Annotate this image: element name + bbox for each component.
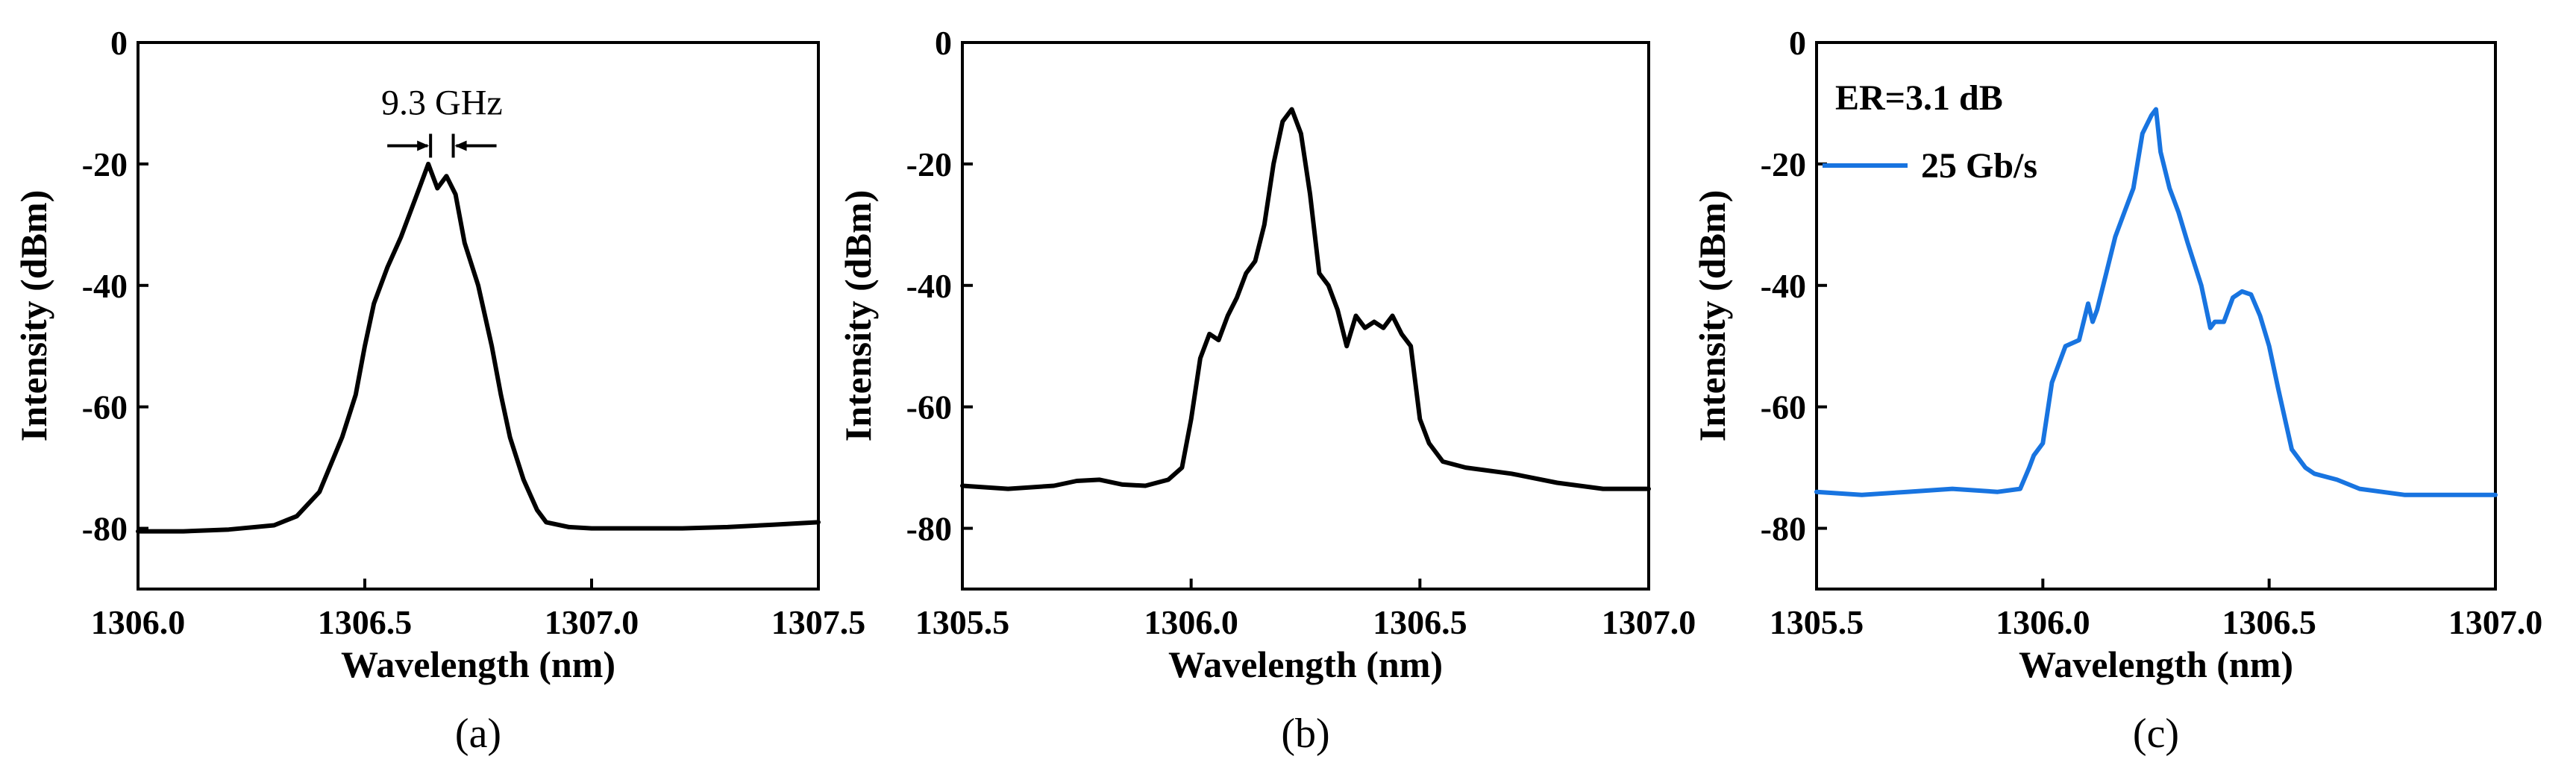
x-tick-label: 1307.5 (771, 603, 866, 641)
y-tick-label: 0 (110, 24, 128, 62)
y-tick-label: -40 (82, 267, 128, 305)
series-line-0 (136, 161, 821, 534)
x-tick-label: 1306.5 (2222, 603, 2316, 641)
annotation-text: ER=3.1 dB (1835, 78, 2003, 118)
y-tick-label: -80 (1761, 510, 1806, 548)
x-tick-label: 1305.5 (1770, 603, 1864, 641)
y-axis-title: Intensity (dBm) (837, 190, 879, 442)
plot-frame (961, 41, 1650, 591)
plot-frame (1815, 41, 2497, 591)
y-tick-label: -80 (906, 510, 952, 548)
y-tick-label: -40 (1761, 267, 1806, 305)
y-tick-label: 0 (935, 24, 952, 62)
x-tick-label: 1306.0 (91, 603, 186, 641)
chart-panel-2: 0 -20 -40 -60 -80 1305.5 1306.0 1306.5 1307.0 Wav… (1691, 24, 2542, 757)
panel-label: (a) (455, 711, 501, 757)
y-tick-label: -60 (1761, 388, 1806, 426)
y-axis-title: Intensity (dBm) (13, 190, 54, 442)
y-tick-label: 0 (1789, 24, 1806, 62)
series-line-0 (1814, 107, 2498, 497)
y-tick-label: -20 (1761, 145, 1806, 183)
y-tick-label: -20 (906, 145, 952, 183)
annotation-arrowhead-right (454, 140, 467, 151)
x-axis-title: Wavelength (nm) (341, 643, 615, 685)
x-tick-label: 1306.5 (318, 603, 413, 641)
y-tick-label: -60 (82, 388, 128, 426)
x-tick-label: 1305.5 (915, 603, 1010, 641)
x-tick-label: 1307.0 (1602, 603, 1696, 641)
x-tick-label: 1307.0 (2448, 603, 2543, 641)
chart-panel-1: 0 -20 -40 -60 -80 1305.5 1306.0 1306.5 1307.0 Wav… (837, 24, 1696, 757)
chart-panel-0: 0 -20 -40 -60 -80 1306.0 1306.5 1307.0 1307.5 Wav… (13, 24, 865, 757)
x-tick-label: 1306.5 (1373, 603, 1467, 641)
annotation-arrowhead-left (417, 140, 430, 151)
plot-frame (137, 41, 820, 591)
y-tick-label: -40 (906, 267, 952, 305)
y-axis-title: Intensity (dBm) (1691, 190, 1733, 442)
panel-label: (c) (2133, 711, 2179, 757)
y-tick-label: -20 (82, 145, 128, 183)
x-axis-title: Wavelength (nm) (1168, 643, 1443, 685)
y-tick-label: -80 (82, 510, 128, 548)
x-tick-label: 1307.0 (545, 603, 639, 641)
x-tick-label: 1306.0 (1144, 603, 1238, 641)
y-tick-label: -60 (906, 388, 952, 426)
panel-label: (b) (1281, 711, 1329, 757)
x-tick-label: 1306.0 (1996, 603, 2090, 641)
legend-label: 25 Gb/s (1921, 146, 2037, 186)
series-line-0 (960, 107, 1651, 491)
x-axis-title: Wavelength (nm) (2019, 643, 2293, 685)
annotation-text: 9.3 GHz (381, 83, 503, 122)
